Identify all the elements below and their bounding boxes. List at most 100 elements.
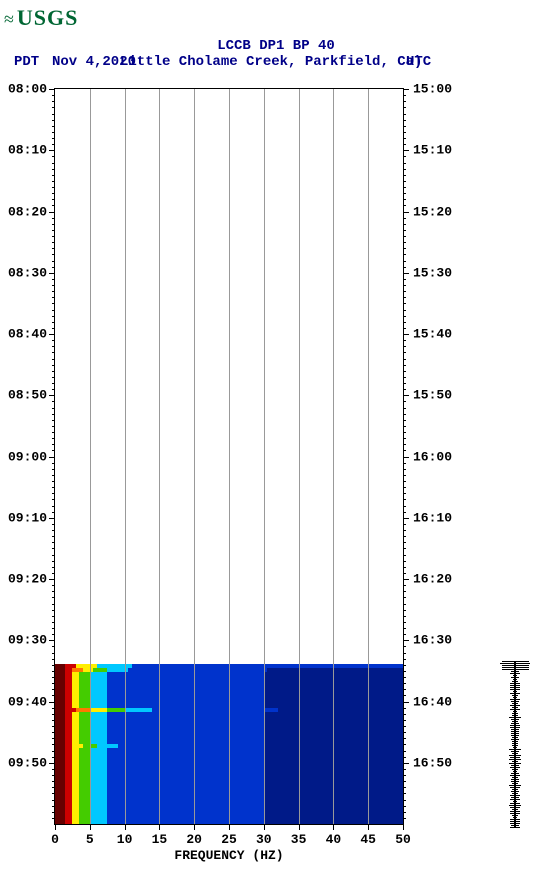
y-minor-tick (403, 469, 406, 470)
y-minor-tick (52, 156, 55, 157)
y-tick (403, 518, 409, 519)
y-minor-tick (52, 120, 55, 121)
y-minor-tick (403, 720, 406, 721)
y-minor-tick (52, 224, 55, 225)
y-minor-tick (52, 285, 55, 286)
logo: ≈USGS (4, 5, 78, 31)
y-minor-tick (403, 316, 406, 317)
y-minor-tick (403, 426, 406, 427)
x-tick-label: 0 (51, 832, 59, 847)
grid-line (194, 89, 195, 824)
x-tick (264, 824, 265, 830)
y-minor-tick (52, 787, 55, 788)
y-minor-tick (52, 377, 55, 378)
y-minor-tick (52, 512, 55, 513)
y-minor-tick (52, 683, 55, 684)
y-tick (49, 702, 55, 703)
y-minor-tick (403, 414, 406, 415)
y-tick (49, 640, 55, 641)
y-minor-tick (403, 432, 406, 433)
x-tick (403, 824, 404, 830)
x-tick-label: 40 (326, 832, 342, 847)
y-label-right: 15:30 (413, 265, 452, 280)
y-minor-tick (52, 671, 55, 672)
grid-line (125, 89, 126, 824)
y-minor-tick (52, 732, 55, 733)
y-minor-tick (52, 634, 55, 635)
y-label-left: 09:00 (8, 449, 47, 464)
y-label-left: 08:40 (8, 327, 47, 342)
spectrogram-plot: FREQUENCY (HZ) 0510152025303540455008:00… (54, 88, 404, 825)
y-minor-tick (52, 163, 55, 164)
y-minor-tick (52, 616, 55, 617)
y-minor-tick (52, 114, 55, 115)
y-minor-tick (52, 555, 55, 556)
y-minor-tick (52, 279, 55, 280)
grid-line (159, 89, 160, 824)
y-minor-tick (52, 463, 55, 464)
y-minor-tick (403, 438, 406, 439)
y-minor-tick (403, 585, 406, 586)
y-minor-tick (52, 744, 55, 745)
y-minor-tick (403, 548, 406, 549)
y-label-right: 15:20 (413, 204, 452, 219)
x-tick (125, 824, 126, 830)
y-tick (403, 640, 409, 641)
y-minor-tick (403, 689, 406, 690)
y-tick (49, 334, 55, 335)
x-axis-title: FREQUENCY (HZ) (174, 848, 283, 863)
x-tick-label: 10 (117, 832, 133, 847)
y-tick (403, 89, 409, 90)
x-tick-label: 30 (256, 832, 272, 847)
y-label-left: 09:30 (8, 633, 47, 648)
y-minor-tick (52, 401, 55, 402)
x-tick-label: 45 (360, 832, 376, 847)
grid-line (90, 89, 91, 824)
y-minor-tick (52, 218, 55, 219)
seismogram-strip (500, 661, 530, 827)
y-minor-tick (52, 303, 55, 304)
y-minor-tick (52, 695, 55, 696)
y-minor-tick (403, 285, 406, 286)
y-minor-tick (52, 561, 55, 562)
y-minor-tick (52, 806, 55, 807)
y-minor-tick (52, 604, 55, 605)
x-tick (194, 824, 195, 830)
y-tick (403, 579, 409, 580)
y-minor-tick (52, 726, 55, 727)
y-minor-tick (52, 775, 55, 776)
y-minor-tick (52, 107, 55, 108)
y-minor-tick (52, 254, 55, 255)
y-minor-tick (52, 567, 55, 568)
x-tick (90, 824, 91, 830)
y-minor-tick (403, 812, 406, 813)
y-minor-tick (403, 671, 406, 672)
y-minor-tick (403, 340, 406, 341)
y-minor-tick (52, 352, 55, 353)
y-minor-tick (403, 481, 406, 482)
y-minor-tick (52, 193, 55, 194)
y-minor-tick (403, 101, 406, 102)
y-minor-tick (52, 475, 55, 476)
y-minor-tick (52, 181, 55, 182)
y-minor-tick (403, 310, 406, 311)
y-minor-tick (52, 530, 55, 531)
y-minor-tick (403, 114, 406, 115)
y-minor-tick (403, 138, 406, 139)
y-tick (49, 763, 55, 764)
y-minor-tick (52, 499, 55, 500)
y-minor-tick (403, 163, 406, 164)
y-minor-tick (52, 426, 55, 427)
y-label-right: 16:30 (413, 633, 452, 648)
y-minor-tick (403, 126, 406, 127)
y-minor-tick (52, 365, 55, 366)
y-minor-tick (403, 591, 406, 592)
y-minor-tick (403, 665, 406, 666)
y-minor-tick (52, 720, 55, 721)
y-label-right: 15:10 (413, 143, 452, 158)
y-minor-tick (52, 628, 55, 629)
y-minor-tick (52, 242, 55, 243)
y-minor-tick (403, 604, 406, 605)
y-minor-tick (52, 371, 55, 372)
y-minor-tick (52, 622, 55, 623)
